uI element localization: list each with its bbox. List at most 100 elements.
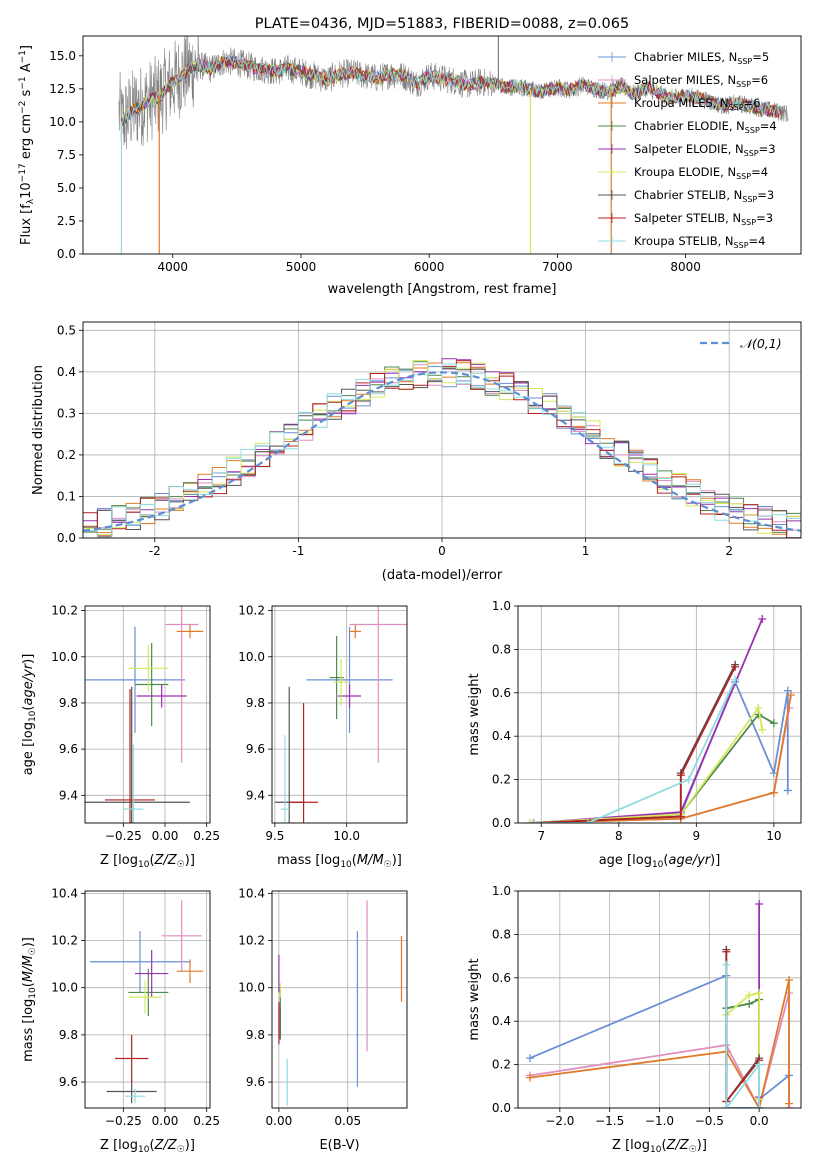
y-tick-label: 0.4 [57,365,76,379]
x-tick-label: 10 [766,829,781,843]
x-tick-label: −0.25 [105,829,142,843]
series-line [533,713,775,823]
point-salpeter-miles [349,606,407,763]
point-marker [785,975,794,984]
series-kroupa-stelib [529,675,740,823]
point-chabrier-miles [306,626,393,733]
axes-spectrum: 4000 5000 6000 7000 8000 0.0 2.5 5.0 7.5 10.0 12.5… [49,35,802,274]
x-tick-label: 0.25 [193,829,220,843]
x-tick-label: 9.5 [265,829,284,843]
spectrum-model-kroupa-stelib [121,55,782,126]
y-tick-label: 0.4 [492,1014,511,1028]
point-marker [525,1054,534,1063]
point-marker [529,819,538,823]
y-tick-label: 10.4 [51,886,78,900]
point-salpeter-miles [161,900,202,972]
y-tick-label: 9.6 [59,742,78,756]
point-kroupa-elodie [128,980,162,1014]
point-salpeter-miles [165,606,199,763]
y-tick-label: 9.8 [59,696,78,710]
point-marker [745,991,754,1000]
x-tick-label: −0.5 [695,1114,724,1128]
x-tick-label: −1.0 [645,1114,674,1128]
series-line [529,679,789,823]
y-tick-label: 1.0 [492,599,511,613]
y-tick-label: 9.6 [59,1075,78,1089]
series-line [725,964,760,1108]
x-tick-label: 6000 [414,260,445,274]
legend-entry: Kroupa STELIB, NSSP=4 [634,234,765,250]
point-marker [722,1104,731,1108]
age_vs_mass-xlabel: mass [log10(M/M☉)] [277,853,402,870]
point-chabrier-miles [90,931,190,993]
legend-entry: Salpeter STELIB, NSSP=3 [634,211,773,227]
legend-entry: Salpeter MILES, NSSP=6 [634,73,768,89]
point-marker [684,775,693,784]
series-chabrier-miles [525,677,792,823]
point-salpeter-elodie [338,684,362,708]
point-marker [783,686,792,695]
plot-area-mass_vs_ebv [278,900,403,1106]
point-chabrier-stelib [85,686,190,823]
plot-area-weight_vs_Z [525,900,794,1108]
axes-frame [271,605,408,824]
y-tick-label: 10.2 [238,604,265,618]
y-tick-label: 15.0 [49,49,76,63]
axes-weight_vs_Z: −2.0 −1.5 −1.0 −0.5 0.0 0.0 0.2 0.4 0.6 0.8 1.0 [492,884,802,1128]
y-tick-label: 0.0 [57,247,76,261]
y-tick-label: 9.6 [246,1075,265,1089]
y-tick-label: 0.2 [57,448,76,462]
point-marker [755,1104,764,1108]
y-tick-label: 0.4 [492,729,511,743]
point-marker [676,812,685,821]
series-salpeter-stelib [722,947,764,1106]
y-tick-label: 5.0 [57,181,76,195]
point-kroupa-miles [349,624,362,639]
y-tick-label: 2.5 [57,214,76,228]
point-marker [676,771,685,780]
x-tick-label: -1 [292,544,304,558]
spectrum-xlabel: wavelength [Angstrom, rest frame] [328,282,557,297]
axes-weight_vs_age: 7 8 9 10 0.0 0.2 0.4 0.6 0.8 1.0 [492,599,802,843]
y-tick-label: 0.0 [492,816,511,830]
y-tick-label: 0.8 [492,927,511,941]
y-tick-label: 1.0 [492,884,511,898]
y-tick-label: 0.5 [57,323,76,337]
x-tick-label: -2 [149,544,161,558]
x-tick-label: 0.05 [334,1114,361,1128]
point-kroupa-miles [176,959,204,983]
weight_vs_Z-xlabel: Z [log10(Z/Z☉)] [612,1138,707,1155]
series-salpeter-elodie [529,615,767,823]
legend-entry: Chabrier MILES, NSSP=5 [634,50,769,66]
axes-residuals: -2 -1 0 1 2 0.0 0.1 0.2 0.3 0.4 0.5 [57,321,802,558]
x-tick-label: −1.5 [595,1114,624,1128]
legend-entry: Kroupa ELODIE, NSSP=4 [634,165,768,181]
x-tick-label: 7 [537,829,545,843]
y-tick-label: 10.0 [51,981,78,995]
x-tick-label: 8 [615,829,623,843]
series-line [725,991,760,1100]
x-tick-label: 2 [725,544,733,558]
point-marker [731,662,740,671]
y-tick-label: 0.2 [492,773,511,787]
legend-entry: Salpeter ELODIE, NSSP=3 [634,142,776,158]
series-line [529,705,764,823]
axes-frame [82,35,802,255]
legend-entry: Chabrier STELIB, NSSP=3 [634,188,774,204]
y-tick-label: 0.1 [57,489,76,503]
point-salpeter-stelib [105,689,155,823]
age_vs_Z-xlabel: Z [log10(Z/Z☉)] [100,853,195,870]
y-tick-label: 0.6 [492,686,511,700]
x-tick-label: 0.25 [193,1114,220,1128]
y-tick-label: 9.4 [246,788,265,802]
point-marker [758,725,767,734]
point-chabrier-elodie [135,642,169,727]
y-tick-label: 10.0 [238,981,265,995]
y-tick-label: 7.5 [57,148,76,162]
point-marker [755,988,764,997]
x-tick-label: 1 [582,544,590,558]
x-tick-label: 7000 [542,260,573,274]
point-salpeter-stelib [289,702,318,823]
x-tick-label: 0.00 [152,1114,179,1128]
